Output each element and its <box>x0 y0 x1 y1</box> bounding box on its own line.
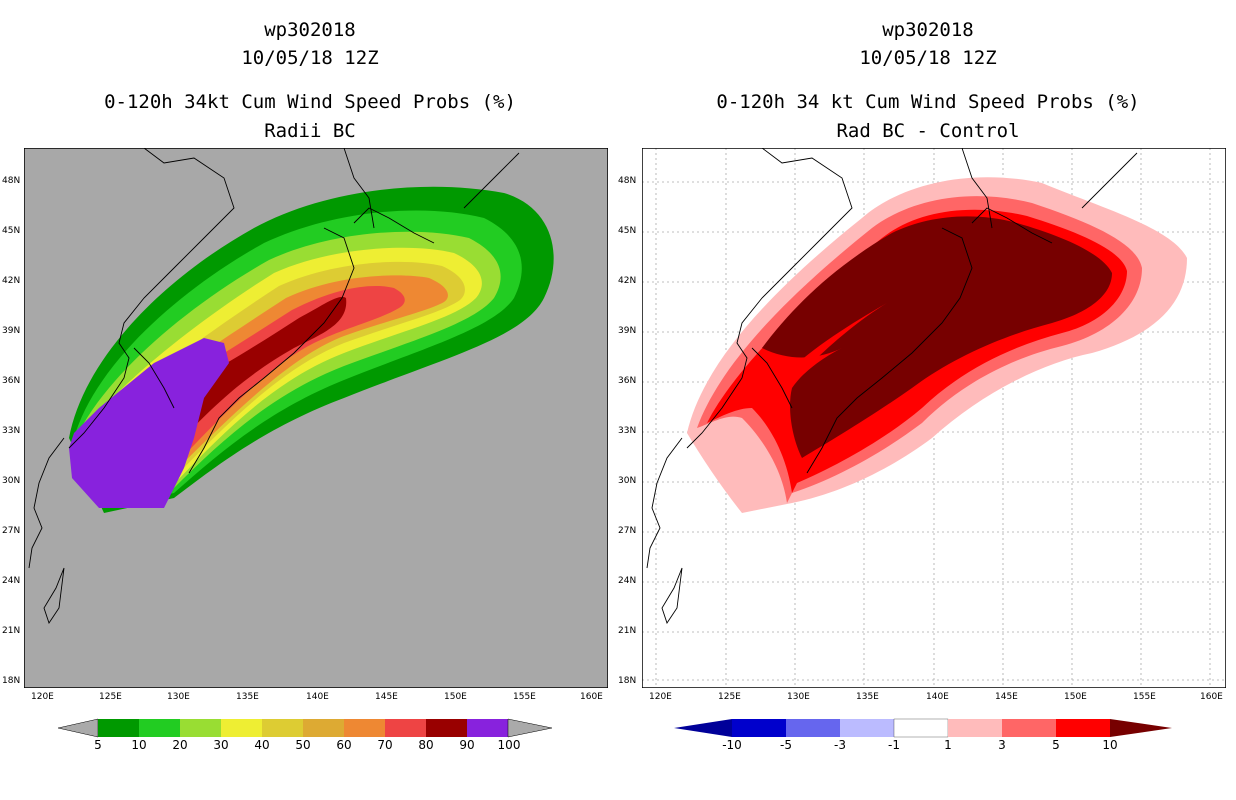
right-cb-label: 10 <box>1102 738 1118 752</box>
left-subtitle: Radii BC <box>264 120 356 142</box>
left-lat-label: 42N <box>2 276 21 286</box>
left-cb-label: 50 <box>295 738 311 752</box>
right-lat-label: 30N <box>618 476 637 486</box>
right-difference-contours <box>687 177 1187 514</box>
left-lon-label: 120E <box>31 692 54 702</box>
left-lon-label: 130E <box>167 692 190 702</box>
left-lon-label: 155E <box>513 692 536 702</box>
left-cb-label: 100 <box>497 738 521 752</box>
right-lon-label: 120E <box>649 692 672 702</box>
right-lon-label: 155E <box>1133 692 1156 702</box>
left-cb-label: 5 <box>94 738 102 752</box>
right-lon-label: 160E <box>1200 692 1223 702</box>
left-date: 10/05/18 12Z <box>241 47 379 69</box>
right-cb-label: 1 <box>944 738 952 752</box>
right-lon-label: 125E <box>718 692 741 702</box>
left-colorbar <box>58 718 553 738</box>
right-lat-label: 45N <box>618 226 637 236</box>
left-lat-label: 36N <box>2 376 21 386</box>
left-probability-map <box>24 148 608 688</box>
right-lat-label: 33N <box>618 426 637 436</box>
left-lon-label: 125E <box>99 692 122 702</box>
right-storm-id: wp302018 <box>882 19 974 41</box>
right-cb-label: -1 <box>888 738 900 752</box>
right-lat-label: 27N <box>618 526 637 536</box>
left-cb-label: 40 <box>254 738 270 752</box>
right-lat-label: 36N <box>618 376 637 386</box>
left-lat-label: 21N <box>2 626 21 636</box>
left-storm-id: wp302018 <box>264 19 356 41</box>
left-cb-label: 90 <box>459 738 475 752</box>
left-lon-label: 145E <box>375 692 398 702</box>
left-cb-label: 80 <box>418 738 434 752</box>
right-difference-map <box>642 148 1226 688</box>
right-date: 10/05/18 12Z <box>859 47 997 69</box>
right-lat-label: 21N <box>618 626 637 636</box>
right-cb-label: 3 <box>998 738 1006 752</box>
left-coastlines <box>28 148 520 625</box>
right-product-title: 0-120h 34 kt Cum Wind Speed Probs (%) <box>716 91 1140 113</box>
left-lat-label: 45N <box>2 226 21 236</box>
right-lon-label: 150E <box>1064 692 1087 702</box>
left-cb-label: 20 <box>172 738 188 752</box>
right-lon-label: 145E <box>995 692 1018 702</box>
left-product-title: 0-120h 34kt Cum Wind Speed Probs (%) <box>104 91 516 113</box>
left-lat-label: 30N <box>2 476 21 486</box>
left-lat-label: 27N <box>2 526 21 536</box>
left-lat-label: 39N <box>2 326 21 336</box>
left-lon-label: 140E <box>306 692 329 702</box>
right-cb-label: -5 <box>780 738 792 752</box>
left-lat-label: 48N <box>2 176 21 186</box>
left-cb-label: 70 <box>377 738 393 752</box>
right-cb-label: -3 <box>834 738 846 752</box>
right-lat-label: 42N <box>618 276 637 286</box>
right-subtitle: Rad BC - Control <box>836 120 1020 142</box>
left-lon-label: 135E <box>236 692 259 702</box>
right-lat-label: 39N <box>618 326 637 336</box>
right-cb-label: 5 <box>1052 738 1060 752</box>
right-lon-label: 135E <box>856 692 879 702</box>
right-lon-label: 130E <box>787 692 810 702</box>
left-lat-label: 18N <box>2 676 21 686</box>
left-lat-label: 24N <box>2 576 21 586</box>
right-lon-label: 140E <box>926 692 949 702</box>
left-lat-label: 33N <box>2 426 21 436</box>
left-lon-label: 150E <box>444 692 467 702</box>
right-lat-label: 18N <box>618 676 637 686</box>
left-cb-label: 30 <box>213 738 229 752</box>
right-lat-label: 48N <box>618 176 637 186</box>
right-lat-label: 24N <box>618 576 637 586</box>
right-coastlines <box>646 148 1138 625</box>
left-probability-contours <box>69 186 554 513</box>
left-cb-label: 60 <box>336 738 352 752</box>
left-lon-label: 160E <box>580 692 603 702</box>
left-cb-label: 10 <box>131 738 147 752</box>
right-cb-label: -10 <box>722 738 742 752</box>
right-colorbar <box>674 718 1172 738</box>
